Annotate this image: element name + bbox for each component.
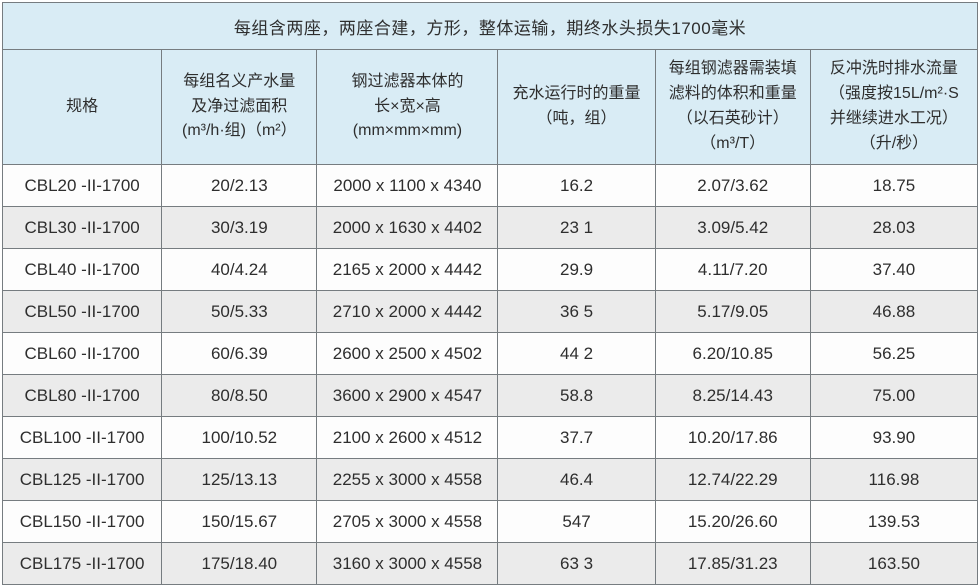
- cell-backwash: 18.75: [809, 164, 979, 207]
- col-header-capacity: 每组名义产水量 及净过滤面积 (m³/h·组)（m²）: [161, 49, 318, 165]
- cell-backwash: 75.00: [809, 374, 979, 417]
- cell-spec: CBL175 -II-1700: [1, 542, 163, 585]
- cell-dimensions: 2100 x 2600 x 4512: [316, 416, 499, 459]
- table-row: CBL125 -II-1700 125/13.13 2255 x 3000 x …: [1, 458, 979, 501]
- cell-backwash: 116.98: [809, 458, 979, 501]
- cell-filter-media: 17.85/31.23: [654, 542, 811, 585]
- cell-capacity: 175/18.40: [161, 542, 318, 585]
- cell-spec: CBL100 -II-1700: [1, 416, 163, 459]
- cell-backwash: 56.25: [809, 332, 979, 375]
- cell-dimensions: 2165 x 2000 x 4442: [316, 248, 499, 291]
- cell-backwash: 93.90: [809, 416, 979, 459]
- cell-dimensions: 2710 x 2000 x 4442: [316, 290, 499, 333]
- cell-backwash: 37.40: [809, 248, 979, 291]
- cell-weight: 37.7: [497, 416, 656, 459]
- cell-capacity: 40/4.24: [161, 248, 318, 291]
- cell-weight: 63 3: [497, 542, 656, 585]
- col-header-weight: 充水运行时的重量 （吨，组）: [497, 49, 656, 165]
- cell-spec: CBL40 -II-1700: [1, 248, 163, 291]
- table-title: 每组含两座，两座合建，方形，整体运输，期终水头损失1700毫米: [2, 2, 978, 50]
- table-row: CBL175 -II-1700 175/18.40 3160 x 3000 x …: [1, 542, 979, 585]
- cell-backwash: 163.50: [809, 542, 979, 585]
- cell-filter-media: 12.74/22.29: [654, 458, 811, 501]
- col-header-dimensions: 钢过滤器本体的 长×宽×高 (mm×mm×mm): [316, 49, 499, 165]
- cell-dimensions: 3160 x 3000 x 4558: [316, 542, 499, 585]
- cell-capacity: 150/15.67: [161, 500, 318, 543]
- cell-spec: CBL150 -II-1700: [1, 500, 163, 543]
- cell-spec: CBL60 -II-1700: [1, 332, 163, 375]
- cell-backwash: 139.53: [809, 500, 979, 543]
- table-row: CBL50 -II-1700 50/5.33 2710 x 2000 x 444…: [1, 290, 979, 333]
- table-row: CBL150 -II-1700 150/15.67 2705 x 3000 x …: [1, 500, 979, 543]
- cell-spec: CBL20 -II-1700: [1, 164, 163, 207]
- cell-filter-media: 3.09/5.42: [654, 206, 811, 249]
- cell-dimensions: 3600 x 2900 x 4547: [316, 374, 499, 417]
- table-row: CBL100 -II-1700 100/10.52 2100 x 2600 x …: [1, 416, 979, 459]
- table-row: CBL40 -II-1700 40/4.24 2165 x 2000 x 444…: [1, 248, 979, 291]
- cell-filter-media: 6.20/10.85: [654, 332, 811, 375]
- cell-backwash: 28.03: [809, 206, 979, 249]
- cell-weight: 23 1: [497, 206, 656, 249]
- col-header-spec: 规格: [1, 49, 163, 165]
- cell-capacity: 100/10.52: [161, 416, 318, 459]
- cell-dimensions: 2000 x 1630 x 4402: [316, 206, 499, 249]
- cell-dimensions: 2600 x 2500 x 4502: [316, 332, 499, 375]
- cell-filter-media: 4.11/7.20: [654, 248, 811, 291]
- cell-dimensions: 2000 x 1100 x 4340: [316, 164, 499, 207]
- cell-capacity: 20/2.13: [161, 164, 318, 207]
- cell-filter-media: 2.07/3.62: [654, 164, 811, 207]
- header-row: 规格 每组名义产水量 及净过滤面积 (m³/h·组)（m²） 钢过滤器本体的 长…: [1, 49, 979, 165]
- cell-weight: 36 5: [497, 290, 656, 333]
- table-row: CBL30 -II-1700 30/3.19 2000 x 1630 x 440…: [1, 206, 979, 249]
- table-title-row: 每组含两座，两座合建，方形，整体运输，期终水头损失1700毫米: [2, 2, 978, 50]
- cell-weight: 46.4: [497, 458, 656, 501]
- cell-weight: 44 2: [497, 332, 656, 375]
- cell-filter-media: 10.20/17.86: [654, 416, 811, 459]
- cell-capacity: 125/13.13: [161, 458, 318, 501]
- table-row: CBL20 -II-1700 20/2.13 2000 x 1100 x 434…: [1, 164, 979, 207]
- cell-capacity: 60/6.39: [161, 332, 318, 375]
- cell-capacity: 50/5.33: [161, 290, 318, 333]
- cell-dimensions: 2255 x 3000 x 4558: [316, 458, 499, 501]
- cell-dimensions: 2705 x 3000 x 4558: [316, 500, 499, 543]
- col-header-backwash: 反冲洗时排水流量 （强度按15L/m²·S 并继续进水工况） （升/秒）: [809, 49, 979, 165]
- cell-backwash: 46.88: [809, 290, 979, 333]
- cell-weight: 16.2: [497, 164, 656, 207]
- cell-weight: 547: [497, 500, 656, 543]
- cell-filter-media: 8.25/14.43: [654, 374, 811, 417]
- cell-filter-media: 15.20/26.60: [654, 500, 811, 543]
- cell-capacity: 80/8.50: [161, 374, 318, 417]
- cell-spec: CBL50 -II-1700: [1, 290, 163, 333]
- col-header-filter-media: 每组钢滤器需装填 滤料的体积和重量 （以石英砂计） （m³/T）: [654, 49, 811, 165]
- cell-filter-media: 5.17/9.05: [654, 290, 811, 333]
- cell-weight: 29.9: [497, 248, 656, 291]
- table-row: CBL60 -II-1700 60/6.39 2600 x 2500 x 450…: [1, 332, 979, 375]
- cell-capacity: 30/3.19: [161, 206, 318, 249]
- cell-spec: CBL30 -II-1700: [1, 206, 163, 249]
- cell-spec: CBL80 -II-1700: [1, 374, 163, 417]
- cell-spec: CBL125 -II-1700: [1, 458, 163, 501]
- table-row: CBL80 -II-1700 80/8.50 3600 x 2900 x 454…: [1, 374, 979, 417]
- cell-weight: 58.8: [497, 374, 656, 417]
